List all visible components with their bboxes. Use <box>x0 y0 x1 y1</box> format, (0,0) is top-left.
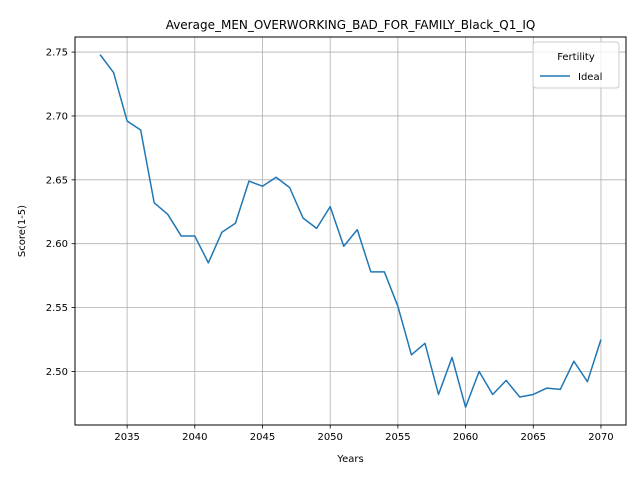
grid <box>75 37 626 425</box>
x-tick-label: 2040 <box>182 432 207 443</box>
x-tick-label: 2050 <box>317 432 342 443</box>
x-axis-ticks: 2035 2040 2045 2050 2055 2060 2065 2070 <box>114 425 614 443</box>
y-axis-label: Score(1-5) <box>17 205 28 257</box>
x-tick-label: 2060 <box>453 432 478 443</box>
plot-frame <box>74 36 627 426</box>
y-tick-label: 2.70 <box>46 111 68 122</box>
x-tick-label: 2055 <box>385 432 410 443</box>
y-tick-label: 2.60 <box>46 239 68 250</box>
series-line-0 <box>99 54 602 408</box>
legend-title: Fertility <box>557 52 595 63</box>
series-layer <box>99 54 602 408</box>
x-tick-label: 2045 <box>250 432 275 443</box>
legend-entry-ideal: Ideal <box>578 72 602 83</box>
x-tick-label: 2065 <box>521 432 546 443</box>
y-axis-ticks: 2.50 2.55 2.60 2.65 2.70 2.75 <box>46 48 75 378</box>
y-tick-label: 2.75 <box>46 48 68 59</box>
y-tick-label: 2.65 <box>46 175 68 186</box>
x-axis-label: Years <box>336 454 363 465</box>
y-tick-label: 2.55 <box>46 303 68 314</box>
legend-box <box>532 41 620 89</box>
y-tick-label: 2.50 <box>46 367 68 378</box>
legend: Fertility Ideal <box>532 41 620 89</box>
chart-title: Average_MEN_OVERWORKING_BAD_FOR_FAMILY_B… <box>166 18 536 32</box>
x-tick-label: 2070 <box>588 432 613 443</box>
x-tick-label: 2035 <box>114 432 139 443</box>
